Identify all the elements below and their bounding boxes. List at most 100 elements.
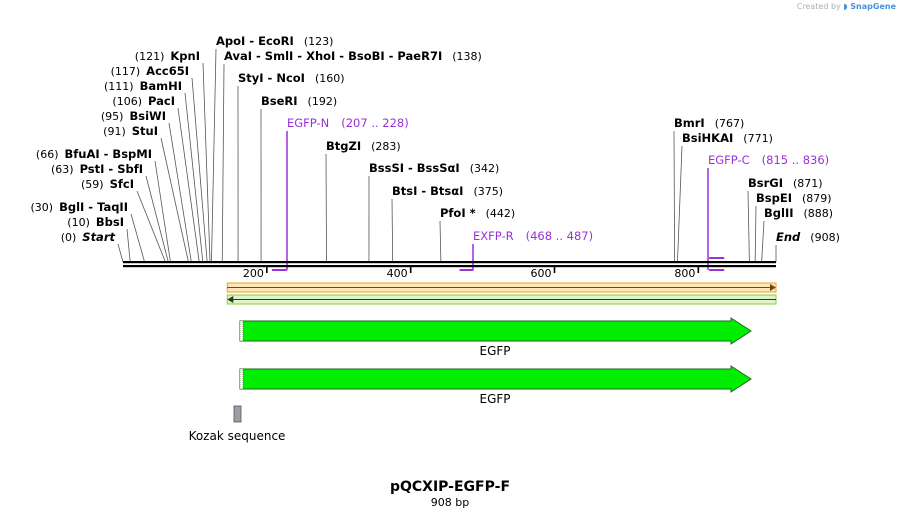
- site-leaders: [117, 48, 777, 263]
- site-position: (138): [452, 50, 482, 63]
- site-leader: [677, 145, 683, 263]
- site-leader: [439, 220, 442, 263]
- site-enzyme: PstI - SbfI: [80, 162, 143, 176]
- site-label: PstI - SbfI: [80, 162, 143, 176]
- primer-label: EGFP-N (207 .. 228): [287, 116, 409, 130]
- site-label: PacI: [148, 94, 175, 108]
- site-label: BglI - TaqII: [59, 200, 128, 214]
- site-label: Start: [82, 230, 115, 244]
- snapgene-logo: ◗ SnapGene: [843, 2, 896, 11]
- site-enzyme: BtgZI: [326, 139, 361, 153]
- site-label: BtsI - BtsαI (375): [392, 184, 503, 198]
- site-enzyme: BsrGI: [748, 176, 783, 190]
- site-position: (879): [802, 192, 832, 205]
- credit-brand: SnapGene: [850, 2, 896, 11]
- site-leader: [211, 48, 217, 263]
- site-label: BseRI (192): [261, 94, 337, 108]
- feature-label: Kozak sequence: [189, 429, 286, 443]
- site-enzyme: BamHI: [140, 79, 182, 93]
- site-label: KpnI: [170, 49, 200, 63]
- site-enzyme: SfcI: [110, 177, 134, 191]
- map-length: 908 bp: [430, 496, 470, 509]
- site-label: BamHI: [140, 79, 182, 93]
- map-title: pQCXIP-EGFP-F: [389, 479, 511, 495]
- site-labels: Start (0) BbsI (10) BglI - TaqII (30) SfcI (59)…: [30, 34, 839, 244]
- site-position: (160): [315, 72, 345, 85]
- site-enzyme: KpnI: [170, 49, 200, 63]
- primers: EGFP-N (207 .. 228) EXFP-R (468 .. 487) EGFP…: [271, 116, 829, 271]
- site-leader: [177, 107, 200, 263]
- site-leader: [673, 130, 675, 263]
- site-leader: [168, 122, 192, 263]
- orf-reverse-arrowhead: [227, 296, 234, 303]
- site-label: PfoI * (442): [440, 206, 515, 220]
- site-enzyme: BmrI: [674, 116, 705, 130]
- feature-start-mark: [239, 368, 244, 390]
- feature-arrow: [239, 365, 752, 393]
- site-label: End (908): [776, 230, 840, 244]
- site-enzyme: ApoI - EcoRI: [216, 34, 294, 48]
- ruler-tick-label: 800: [674, 267, 695, 280]
- site-enzyme: End: [776, 230, 801, 244]
- site-label: Acc65I: [146, 64, 189, 78]
- site-enzyme: BglII: [764, 206, 794, 220]
- site-position: (0): [61, 231, 77, 244]
- site-label: BtgZI (283): [326, 139, 401, 153]
- feature-label: EGFP: [479, 344, 510, 358]
- site-leader: [130, 213, 145, 263]
- primer-label: EXFP-R (468 .. 487): [473, 229, 593, 243]
- site-leader: [136, 190, 166, 263]
- snapgene-credit: Created by ◗ SnapGene: [797, 2, 896, 11]
- site-label: AvaI - SmlI - XhoI - BsoBI - PaeR7I (138): [224, 49, 482, 63]
- site-enzyme: StuI: [132, 124, 158, 138]
- site-leader: [117, 243, 124, 263]
- site-label: ApoI - EcoRI (123): [216, 34, 333, 48]
- site-enzyme: BglI - TaqII: [59, 200, 128, 214]
- primer-name: EXFP-R: [473, 229, 514, 243]
- site-label: StyI - NcoI (160): [238, 71, 345, 85]
- feature-arrow: [239, 317, 752, 345]
- features: EGFP EGFP Kozak sequence: [189, 317, 752, 443]
- site-label: SfcI: [110, 177, 134, 191]
- site-position: (192): [308, 95, 338, 108]
- orf-forward-arrowhead: [770, 284, 776, 291]
- site-leader: [191, 77, 208, 263]
- site-label: BssSI - BssSαI (342): [369, 161, 499, 175]
- site-position: (767): [715, 117, 745, 130]
- site-leader: [184, 92, 204, 263]
- site-label: BsiWI: [129, 109, 166, 123]
- plasmid-map: Start (0) BbsI (10) BglI - TaqII (30) SfcI (59)…: [30, 34, 839, 443]
- site-position: (121): [135, 50, 165, 63]
- site-leader: [325, 153, 327, 263]
- primer-label: EGFP-C (815 .. 836): [708, 153, 829, 167]
- site-leader: [747, 190, 750, 263]
- site-position: (342): [470, 162, 500, 175]
- ruler-tick-label: 400: [387, 267, 408, 280]
- site-enzyme: AvaI - SmlI - XhoI - BsoBI - PaeR7I: [224, 49, 442, 63]
- orf-tracks: [226, 282, 777, 305]
- site-leader: [154, 160, 171, 263]
- site-leader: [754, 205, 757, 263]
- site-label: BsiHKAI (771): [682, 131, 773, 145]
- primer-name: EGFP-C: [708, 153, 750, 167]
- site-position: (95): [101, 110, 124, 123]
- site-label: BglII (888): [764, 206, 833, 220]
- site-enzyme: BsiWI: [129, 109, 166, 123]
- primer-name: EGFP-N: [287, 116, 329, 130]
- feature-start-mark: [239, 320, 244, 342]
- site-enzyme: BspEI: [756, 191, 792, 205]
- site-leader: [126, 228, 131, 263]
- site-position: (123): [304, 35, 334, 48]
- site-position: (375): [473, 185, 503, 198]
- site-leader: [391, 198, 394, 263]
- site-position: (888): [804, 207, 834, 220]
- site-label: BmrI (767): [674, 116, 744, 130]
- site-position: (283): [371, 140, 401, 153]
- site-enzyme: Acc65I: [146, 64, 189, 78]
- site-position: (59): [81, 178, 104, 191]
- site-enzyme: BbsI: [96, 215, 124, 229]
- site-leader: [202, 62, 211, 263]
- site-enzyme: Start: [82, 230, 115, 244]
- site-enzyme: BtsI - BtsαI: [392, 184, 463, 198]
- site-position: (10): [67, 216, 90, 229]
